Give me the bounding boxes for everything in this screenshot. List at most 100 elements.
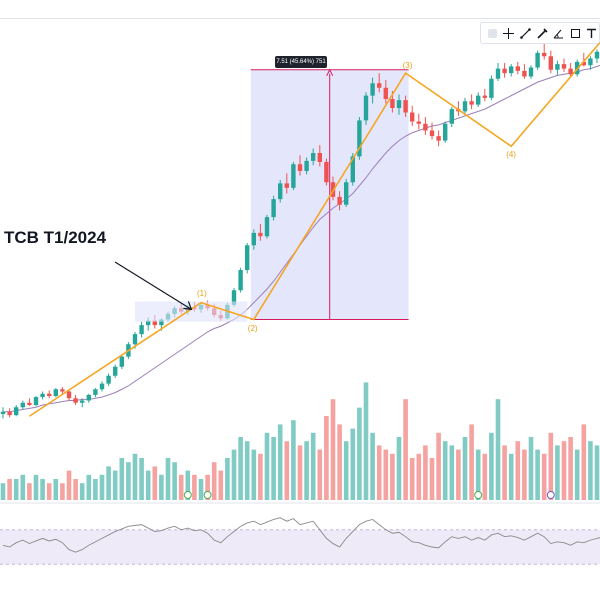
candle	[93, 388, 98, 398]
candle-body	[555, 64, 560, 70]
volume-bar	[482, 453, 488, 500]
wave-label-4: (4)	[506, 150, 516, 160]
volume-bar	[218, 470, 224, 500]
candle	[469, 94, 474, 110]
candle-body	[33, 397, 39, 405]
candle-body	[429, 130, 435, 137]
volume-bar	[350, 428, 356, 500]
candle	[357, 117, 362, 160]
volume-bar	[20, 474, 26, 500]
volume-bar	[581, 424, 587, 500]
consolidation-box	[135, 301, 248, 322]
volume-bar	[588, 441, 593, 500]
candle	[489, 75, 494, 101]
volume-bar	[211, 462, 217, 500]
volume-bar	[568, 437, 573, 500]
volume-bar	[79, 483, 85, 500]
candle	[27, 398, 32, 407]
volume-bar	[456, 449, 461, 500]
candle	[304, 157, 309, 175]
candle-body	[383, 87, 388, 99]
volume-bar	[310, 432, 316, 500]
volume-bar	[363, 382, 369, 500]
candle-body	[324, 162, 329, 183]
candle	[344, 178, 349, 207]
volume-bar	[429, 458, 435, 500]
volume-bar	[403, 399, 408, 500]
volume-bar	[297, 445, 303, 500]
rsi-pane	[0, 502, 600, 565]
candle-body	[476, 95, 481, 105]
candle	[502, 63, 507, 78]
candle	[482, 88, 487, 102]
volume-bar	[436, 432, 441, 500]
event-markers[interactable]	[183, 491, 555, 499]
volume-bar	[337, 424, 342, 500]
candle-body	[469, 101, 474, 105]
volume-bar	[66, 470, 72, 500]
candle	[383, 79, 388, 104]
volume-bar	[449, 445, 455, 500]
volume-bar	[522, 449, 527, 500]
volume-bar	[53, 479, 59, 500]
volume-bar	[423, 445, 428, 500]
candle	[377, 73, 382, 93]
candle-body	[542, 52, 547, 57]
volume-bar	[112, 470, 118, 500]
volume-bar	[73, 479, 78, 500]
volume-bar	[27, 483, 32, 500]
wave-path	[28, 41, 600, 417]
volume-bar	[502, 445, 507, 500]
annotation-arrow[interactable]	[114, 261, 193, 311]
candle-body	[416, 121, 421, 124]
volume-bar	[541, 453, 547, 500]
candle-body	[317, 153, 322, 162]
volume-bar	[284, 441, 290, 500]
candle-body	[132, 334, 138, 345]
volume-bar	[185, 470, 191, 500]
brush-icon[interactable]	[535, 25, 550, 42]
volume-bar	[442, 441, 448, 500]
candle	[251, 229, 256, 250]
candle	[278, 180, 283, 203]
trendline-icon[interactable]	[518, 25, 533, 42]
volume-bar	[172, 462, 177, 500]
rectangle-icon[interactable]	[568, 25, 583, 42]
event-marker-icon	[474, 491, 483, 499]
candle-body	[106, 375, 111, 384]
wave-label-2: (2)	[247, 323, 258, 333]
annotation-text[interactable]: TCB T1/2024	[4, 228, 107, 247]
candle-body	[245, 245, 250, 270]
volume-bar	[264, 432, 270, 500]
crosshair-icon[interactable]	[502, 25, 517, 42]
volume-bar	[383, 449, 389, 500]
measure-arrow-head	[326, 68, 334, 76]
volume-bar	[548, 432, 554, 500]
candle	[53, 388, 58, 398]
volume-bar	[7, 479, 12, 500]
volume-bar	[46, 483, 52, 500]
candle-body	[423, 123, 428, 131]
candle	[73, 394, 78, 405]
volume-bar	[594, 445, 600, 500]
volume-bar	[258, 453, 263, 500]
candle-body	[73, 398, 78, 403]
candle-body	[20, 402, 25, 408]
volume-bar	[152, 466, 158, 500]
angle-icon[interactable]	[551, 25, 566, 42]
wave-lines[interactable]	[28, 38, 600, 417]
candle	[258, 223, 263, 241]
candle-body	[403, 100, 408, 113]
volume-bar	[0, 483, 6, 500]
candle-body	[522, 70, 527, 77]
candle	[476, 92, 481, 107]
candle-body	[7, 411, 12, 416]
candle-body	[568, 68, 573, 75]
gradient-icon[interactable]	[485, 25, 500, 42]
candle-body	[264, 217, 270, 237]
candle	[548, 50, 553, 74]
candle-body	[297, 164, 303, 171]
text-icon[interactable]	[584, 25, 599, 42]
candle	[40, 391, 45, 400]
